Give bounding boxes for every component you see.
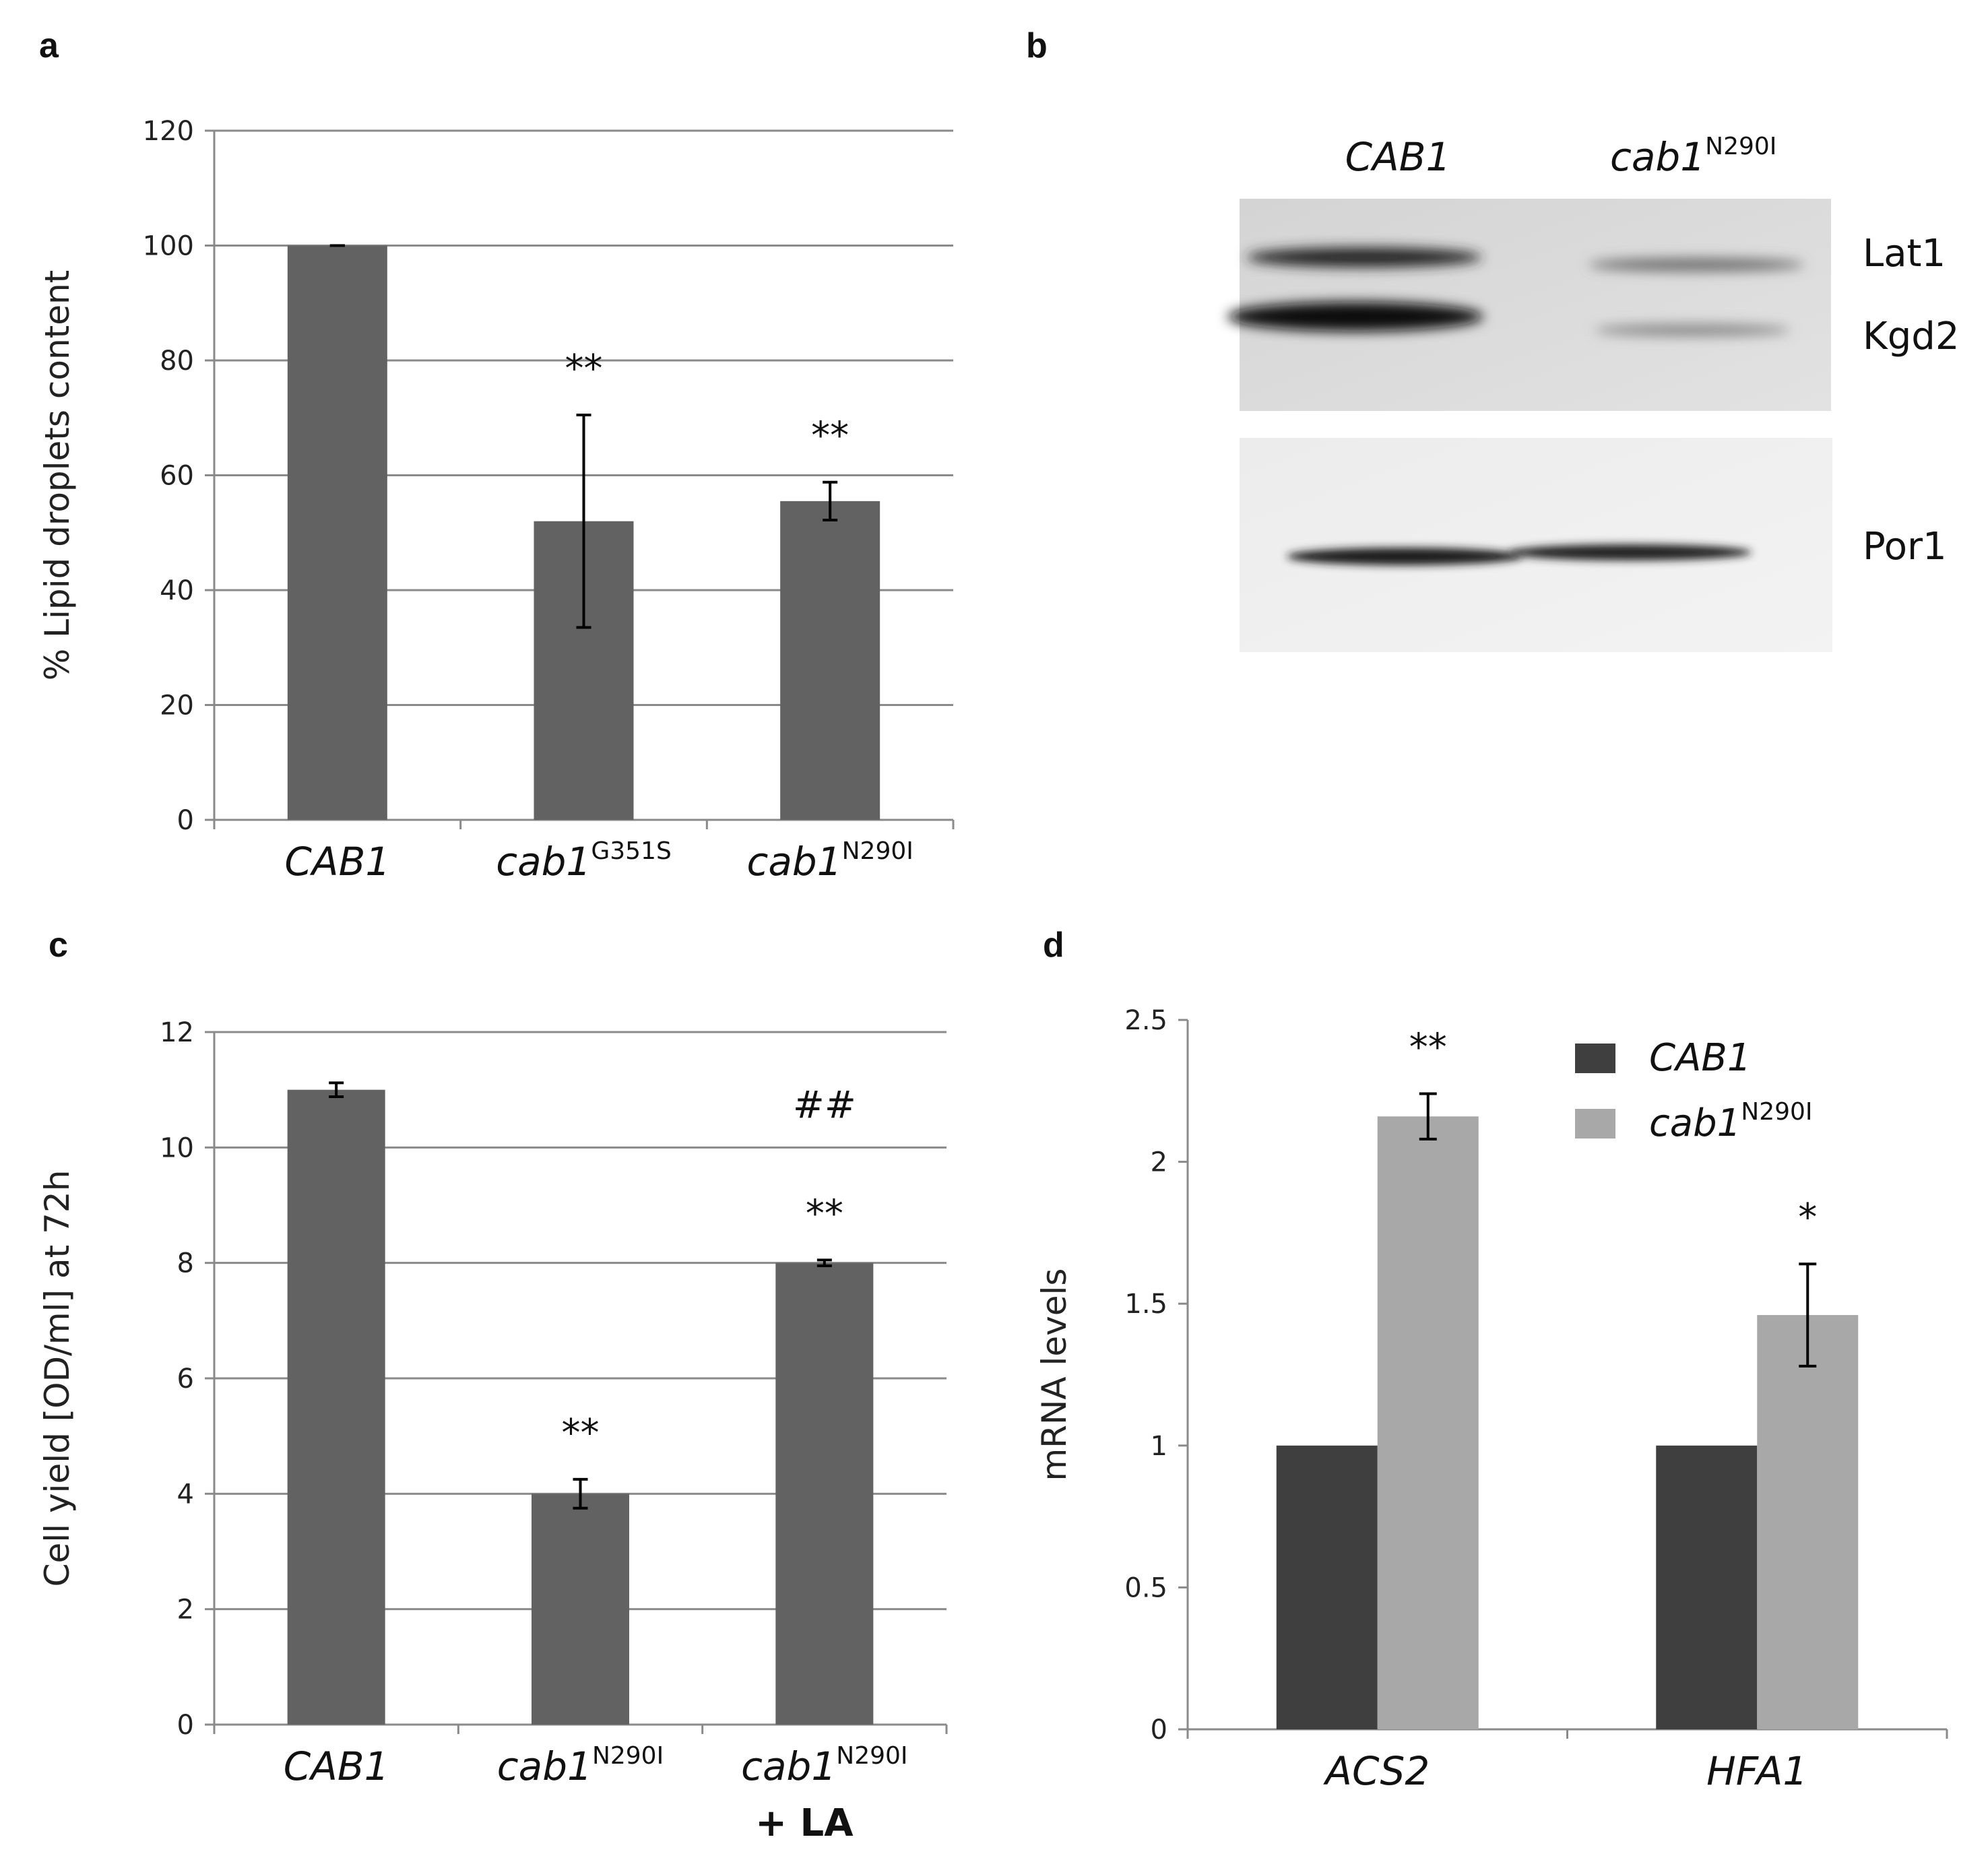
bar-1-0 xyxy=(1377,1116,1479,1729)
blot-label-lat1: Lat1 xyxy=(1863,232,1946,276)
category-label-1: cab1G351S xyxy=(496,837,672,885)
blot-label-por1: Por1 xyxy=(1863,525,1947,569)
y-axis-title: mRNA levels xyxy=(1035,1269,1074,1481)
panel-letter-d: d xyxy=(1043,926,1064,965)
category-label-0: CAB1 xyxy=(284,1743,389,1789)
y-tick-label-0: 0 xyxy=(177,1710,194,1741)
category-label-0: ACS2 xyxy=(1322,1748,1430,1794)
category-extra-label-2: + LA xyxy=(755,1801,854,1845)
y-axis-title: % Lipid droplets content xyxy=(38,270,77,681)
category-label-1-base: cab1 xyxy=(496,839,591,885)
category-label-2-base: cab1 xyxy=(746,839,841,885)
legend-label-1-sup: N290I xyxy=(1741,1098,1812,1126)
bar-1-1 xyxy=(1757,1315,1859,1729)
category-label-0: CAB1 xyxy=(284,839,390,885)
chart-panel-d: 0 0.5 1 1.5 2 2.5 mRNA levels ACS2 ** HFA1 * CAB1 ca… xyxy=(1035,1005,1948,1794)
significance-mark-1-1: * xyxy=(1798,1196,1817,1240)
category-label-1-sup: N290I xyxy=(592,1742,664,1770)
category-label-0-base: CAB1 xyxy=(284,839,390,885)
y-tick-label-100: 100 xyxy=(143,231,194,262)
category-label-1-base: HFA1 xyxy=(1706,1748,1807,1794)
y-tick-label-6: 6 xyxy=(177,1364,194,1394)
significance-mark-1-0: ** xyxy=(1409,1026,1447,1070)
legend-label-1: cab1N290I xyxy=(1649,1098,1813,1145)
significance-mark-1: ** xyxy=(562,1411,600,1455)
bar-0-0 xyxy=(1276,1445,1378,1729)
y-tick-label-1.5: 1.5 xyxy=(1124,1289,1167,1320)
bar-0 xyxy=(287,1089,385,1725)
bar-0 xyxy=(287,245,387,820)
y-tick-label-120: 120 xyxy=(143,116,194,147)
bar-0-1 xyxy=(1656,1445,1758,1729)
y-tick-label-60: 60 xyxy=(160,461,194,492)
category-label-2-sup: N290I xyxy=(842,837,913,865)
y-tick-label-8: 8 xyxy=(177,1248,194,1279)
panel-letter-c: c xyxy=(49,926,68,965)
band-lat1-lane1 xyxy=(1246,247,1482,267)
legend-swatch-1 xyxy=(1575,1109,1615,1139)
band-lat1-lane2 xyxy=(1589,258,1804,271)
bar-2 xyxy=(775,1262,874,1725)
y-tick-label-0: 0 xyxy=(177,805,194,836)
band-kgd2-lane1 xyxy=(1227,302,1483,331)
y-tick-label-2: 2 xyxy=(1151,1147,1167,1178)
y-tick-label-0: 0 xyxy=(1151,1714,1167,1745)
category-label-2-sup: N290I xyxy=(836,1742,907,1770)
significance-mark-2: ** xyxy=(806,1192,843,1236)
category-label-2-base: cab1 xyxy=(741,1743,836,1789)
legend-label-1-base: cab1 xyxy=(1649,1101,1741,1145)
legend-label-0-base: CAB1 xyxy=(1649,1036,1751,1080)
legend-label-0: CAB1 xyxy=(1649,1036,1751,1080)
significance-mark-1: ** xyxy=(565,347,603,391)
panel-letter-a: a xyxy=(39,26,59,65)
legend-swatch-0 xyxy=(1575,1044,1615,1073)
extra-mark-2: ## xyxy=(793,1084,856,1128)
category-label-2: cab1N290I xyxy=(741,1742,907,1789)
y-tick-label-2.5: 2.5 xyxy=(1124,1005,1167,1036)
bar-1 xyxy=(532,1494,629,1725)
chart-panel-c: 0 2 4 6 8 10 12 Cell yield [OD/ml] at 72h CAB1 **… xyxy=(38,1017,948,1845)
y-tick-label-80: 80 xyxy=(160,346,194,377)
category-label-1: cab1N290I xyxy=(497,1742,664,1789)
y-tick-label-4: 4 xyxy=(177,1479,194,1510)
y-tick-label-12: 12 xyxy=(160,1017,194,1048)
category-label-1: HFA1 xyxy=(1706,1748,1807,1794)
western-blot: CAB1 cab1N290I Lat1 Kgd2 Por1 xyxy=(1227,133,1959,652)
chart-panel-a: 0 20 40 60 80 100 120 % Lipid droplets content C… xyxy=(38,116,955,885)
category-label-2: cab1N290I xyxy=(746,837,913,885)
blot-lane-label-cab1: CAB1 xyxy=(1345,134,1451,180)
y-axis-title: Cell yield [OD/ml] at 72h xyxy=(38,1170,77,1587)
blot-label-kgd2: Kgd2 xyxy=(1863,315,1959,358)
blot-lane-label-cab1-n290i: cab1N290I xyxy=(1610,133,1776,180)
blot-membrane-bottom xyxy=(1240,438,1832,652)
y-tick-label-2: 2 xyxy=(177,1595,194,1626)
y-tick-label-40: 40 xyxy=(160,575,194,606)
y-tick-label-10: 10 xyxy=(160,1132,194,1163)
band-kgd2-lane2 xyxy=(1595,324,1790,336)
y-tick-label-20: 20 xyxy=(160,691,194,721)
y-tick-label-1: 1 xyxy=(1151,1431,1167,1462)
band-por1-lane2 xyxy=(1509,544,1752,560)
category-label-1-base: cab1 xyxy=(497,1743,592,1789)
band-por1-lane1 xyxy=(1287,548,1522,565)
category-label-0-base: ACS2 xyxy=(1322,1748,1430,1794)
category-label-0-base: CAB1 xyxy=(284,1743,389,1789)
panel-letter-b: b xyxy=(1026,26,1048,65)
category-label-1-sup: G351S xyxy=(591,837,671,865)
bar-2 xyxy=(780,501,880,820)
y-tick-label-0.5: 0.5 xyxy=(1124,1572,1167,1603)
significance-mark-2: ** xyxy=(811,414,849,458)
